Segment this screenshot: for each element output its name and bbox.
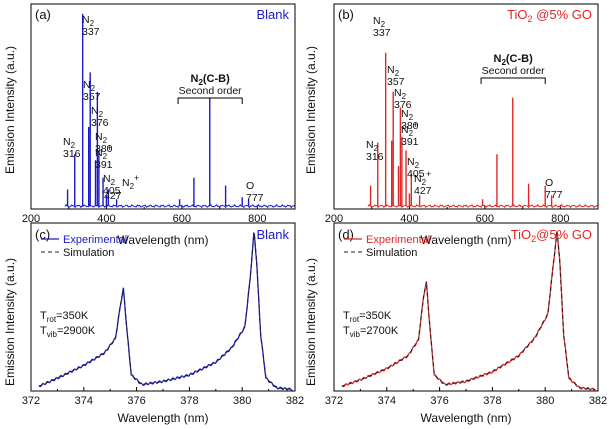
second-order-title: N2(C-B) xyxy=(190,73,230,87)
peak-annotation: N2 xyxy=(95,131,108,145)
peak-annotation-wavelength: 427 xyxy=(104,190,122,202)
x-tick-label: 800 xyxy=(551,213,569,225)
xlabel-b: Wavelength (nm) xyxy=(421,233,512,247)
ylabel-d: Emission Intensity (a.u.) xyxy=(304,258,318,386)
panel-b: 200 400 600 800(b) TiO2 @5% GON2337N2357N237… xyxy=(325,3,599,225)
peak-annotation-wavelength: 405 xyxy=(407,168,425,180)
second-order-label: Second order xyxy=(179,85,243,97)
x-tick-label: 400 xyxy=(97,213,115,225)
simulation-curve xyxy=(38,233,293,390)
peak-annotation-wavelength: 391 xyxy=(401,136,419,148)
peak-annotation: N2 xyxy=(387,64,400,78)
panel-label: (b) xyxy=(338,7,354,22)
x-tick-label: 372 xyxy=(22,395,40,407)
peak-annotation-wavelength: 405 xyxy=(103,185,121,197)
peak-annotation: N2+ xyxy=(414,169,431,187)
condition-label: Blank xyxy=(256,7,289,22)
x-tick-label: 380 xyxy=(233,395,251,407)
peak-annotation: N2 xyxy=(394,87,407,101)
second-order-title: N2(C-B) xyxy=(493,53,533,67)
peak-annotation: O xyxy=(545,177,553,189)
peak-annotation: N2 xyxy=(83,79,96,93)
vibrational-temperature: Tvib=2700K xyxy=(343,325,399,339)
panel-label: (a) xyxy=(35,7,51,22)
rotational-temperature: Trot=350K xyxy=(343,310,392,324)
legend-label-experimental: Experimental xyxy=(366,234,430,246)
x-tick-label: 600 xyxy=(476,213,494,225)
peak-annotation-wavelength: 391 xyxy=(95,159,113,171)
x-tick-label: 200 xyxy=(325,213,343,225)
peak-annotation: N2 xyxy=(103,173,116,187)
x-tick-label: 380 xyxy=(536,395,554,407)
rotational-temperature: Trot=350K xyxy=(40,310,89,324)
legend-label-simulation: Simulation xyxy=(63,247,114,259)
peak-annotation-wavelength: 357 xyxy=(387,76,405,88)
plot-frame xyxy=(333,3,599,210)
peak-annotation: N2+ xyxy=(95,143,112,161)
peak-annotation-wavelength: 777 xyxy=(246,192,264,204)
peak-annotation: N2 xyxy=(91,105,104,119)
peak-annotation-wavelength: 376 xyxy=(91,117,109,129)
peak-annotation: N2+ xyxy=(122,173,139,191)
x-tick-label: 400 xyxy=(400,213,418,225)
condition-label: TiO2 @5% GO xyxy=(507,7,592,24)
panel-label: (c) xyxy=(35,227,50,242)
condition-label: TiO2@5% GO xyxy=(511,227,592,244)
x-tick-label: 374 xyxy=(378,395,396,407)
panel-d: 372 374 376 378 380 382 (d) TiO2@5% GO Experimen… xyxy=(325,222,607,407)
vibrational-temperature: Tvib=2900K xyxy=(40,325,96,339)
x-tick-label: 376 xyxy=(127,395,145,407)
x-tick-label: 800 xyxy=(248,213,266,225)
peak-annotation: N2 xyxy=(366,139,379,153)
peak-annotation-wavelength: 316 xyxy=(63,148,81,160)
xlabel-d: Wavelength (nm) xyxy=(421,411,512,425)
x-tick-label: 600 xyxy=(173,213,191,225)
ylabel-c: Emission Intensity (a.u.) xyxy=(3,258,17,386)
panel-a: 200 400 600 800(a) BlankN2337N2357N2376N2316… xyxy=(22,3,296,225)
spectrum-baseline xyxy=(367,203,598,209)
simulation-curve xyxy=(341,231,596,390)
peak-annotation: O xyxy=(246,180,254,192)
x-tick-label: 382 xyxy=(286,395,304,407)
peak-annotation: N2 xyxy=(63,136,76,150)
second-order-label: Second order xyxy=(482,65,546,77)
x-tick-label: 372 xyxy=(325,395,343,407)
legend-label-experimental: Experimental xyxy=(63,234,127,246)
panel-label: (d) xyxy=(338,227,354,242)
peak-annotation-wavelength: 380 xyxy=(95,143,113,155)
xlabel-c: Wavelength (nm) xyxy=(118,411,209,425)
peak-annotation-wavelength: 316 xyxy=(366,151,384,163)
second-order-bracket xyxy=(177,97,243,104)
peak-annotation: N2+ xyxy=(401,120,418,138)
x-tick-label: 200 xyxy=(22,213,40,225)
peak-annotation-wavelength: 376 xyxy=(394,99,412,111)
peak-annotation-wavelength: 337 xyxy=(82,26,100,38)
peak-annotation-wavelength: 380 xyxy=(401,120,419,132)
xlabel-a: Wavelength (nm) xyxy=(118,233,209,247)
peak-annotation-wavelength: 777 xyxy=(545,189,563,201)
peak-annotation: N2 xyxy=(82,14,95,28)
ylabel-a: Emission Intensity (a.u.) xyxy=(3,46,17,174)
panel-c: 372 374 376 378 380 382 (c) Blank ExperimentalSi… xyxy=(22,222,304,407)
peak-annotation: N2 xyxy=(373,15,386,29)
peak-annotation: N2 xyxy=(407,156,420,170)
peak-annotation-wavelength: 337 xyxy=(373,27,391,39)
x-tick-label: 378 xyxy=(180,395,198,407)
x-tick-label: 374 xyxy=(75,395,93,407)
legend-label-simulation: Simulation xyxy=(366,247,417,259)
peak-annotation-wavelength: 427 xyxy=(414,185,432,197)
x-tick-label: 376 xyxy=(430,395,448,407)
x-tick-label: 382 xyxy=(589,395,607,407)
plot-frame xyxy=(30,3,296,210)
x-tick-label: 378 xyxy=(483,395,501,407)
second-order-bracket xyxy=(480,77,546,84)
ylabel-b: Emission Intensity (a.u.) xyxy=(304,46,318,174)
spectrum-baseline xyxy=(64,203,295,209)
condition-label: Blank xyxy=(256,227,289,242)
peak-annotation: N2 xyxy=(401,108,414,122)
peak-annotation-wavelength: 357 xyxy=(83,91,101,103)
